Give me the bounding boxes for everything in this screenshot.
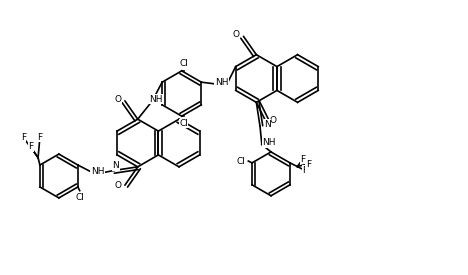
Text: NH: NH <box>263 138 276 147</box>
Text: NH: NH <box>215 78 228 87</box>
Text: F: F <box>300 155 306 164</box>
Text: O: O <box>114 181 121 190</box>
Text: F: F <box>302 166 307 175</box>
Text: F: F <box>28 142 33 151</box>
Text: Cl: Cl <box>179 119 188 128</box>
Text: Cl: Cl <box>75 194 84 202</box>
Text: N: N <box>264 120 271 129</box>
Text: O: O <box>114 95 121 103</box>
Text: F: F <box>37 133 43 142</box>
Text: NH: NH <box>149 95 163 103</box>
Text: Cl: Cl <box>236 156 245 166</box>
Text: Cl: Cl <box>179 59 188 68</box>
Text: F: F <box>21 133 26 142</box>
Text: N: N <box>112 161 119 170</box>
Text: O: O <box>269 116 276 125</box>
Text: NH: NH <box>91 167 104 176</box>
Text: F: F <box>306 160 311 169</box>
Text: O: O <box>233 30 240 39</box>
